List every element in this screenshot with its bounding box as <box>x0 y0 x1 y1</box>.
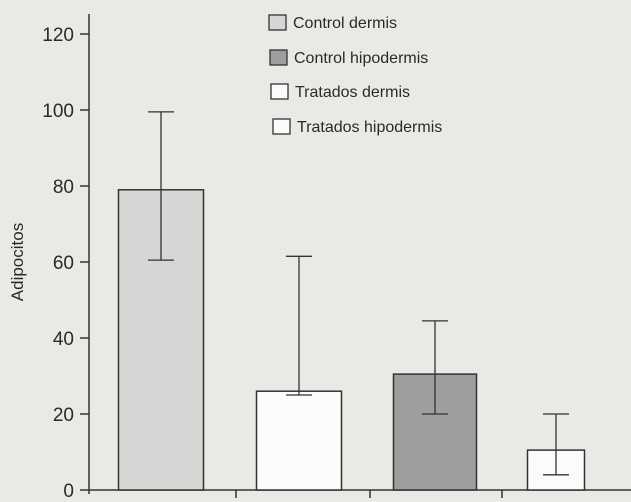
y-tick-label: 20 <box>53 405 74 426</box>
y-tick-label: 60 <box>53 253 74 274</box>
legend-swatch <box>269 49 288 66</box>
y-tick-label: 120 <box>42 25 74 46</box>
y-tick-label: 100 <box>42 101 74 122</box>
legend-swatch <box>272 118 291 135</box>
legend: Control dermis Control hipodermis Tratados… <box>268 14 442 136</box>
legend-label: Tratados dermis <box>295 84 410 101</box>
y-tick-label: 40 <box>53 329 74 350</box>
legend-label: Control hipodermis <box>294 50 428 67</box>
bar <box>255 390 343 491</box>
y-tick-label: 0 <box>63 481 74 502</box>
legend-swatch <box>270 83 289 100</box>
x-ticks <box>235 490 503 498</box>
error-bars <box>148 111 569 476</box>
y-ticks: 0 20 40 60 80 100 120 <box>42 25 89 502</box>
legend-label: Control dermis <box>293 15 397 32</box>
legend-label: Tratados hipodermis <box>297 119 442 136</box>
legend-swatch <box>268 14 287 31</box>
y-tick-label: 80 <box>53 177 74 198</box>
y-axis-title: Adipocitos <box>8 223 27 301</box>
